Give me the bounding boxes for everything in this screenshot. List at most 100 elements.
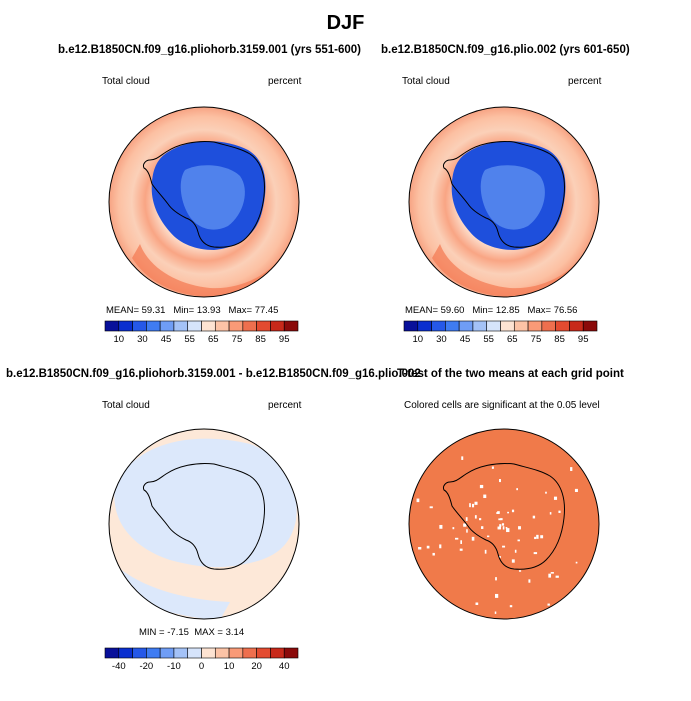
colorbar-swatch bbox=[256, 647, 271, 659]
panel1-mean: 59.31 bbox=[141, 305, 166, 316]
colorbar-tick-label: 30 bbox=[137, 334, 148, 345]
insignificant-cell bbox=[502, 545, 506, 548]
insignificant-cell bbox=[536, 534, 539, 539]
colorbar-swatch bbox=[159, 320, 175, 332]
insignificant-cell bbox=[555, 575, 559, 578]
colorbar-swatch bbox=[214, 647, 230, 659]
colorbar-swatch bbox=[173, 320, 189, 332]
colorbar-tick-label: 85 bbox=[255, 334, 266, 345]
colorbar-swatch bbox=[527, 320, 543, 332]
colorbar-tick-label: 30 bbox=[436, 334, 447, 345]
insignificant-cell bbox=[471, 536, 475, 541]
insignificant-cell bbox=[495, 577, 497, 581]
colorbar-swatch bbox=[187, 320, 202, 332]
colorbar-tick-label: 40 bbox=[279, 661, 290, 672]
panel1-map-border bbox=[108, 106, 300, 298]
colorbar-swatch bbox=[242, 320, 257, 332]
panel1-map bbox=[109, 107, 299, 297]
insignificant-cell bbox=[545, 491, 547, 494]
colorbar-swatch bbox=[431, 320, 446, 332]
main-title: DJF bbox=[326, 12, 365, 34]
insignificant-cell bbox=[499, 524, 502, 527]
colorbar-tick-label: 75 bbox=[232, 334, 243, 345]
panel2-plateau-cloud bbox=[480, 165, 545, 230]
insignificant-cell bbox=[459, 548, 463, 551]
colorbar-tick-label: -20 bbox=[139, 661, 153, 672]
panel4-insignificant-cells bbox=[416, 456, 578, 614]
insignificant-cell bbox=[498, 556, 501, 558]
colorbar-swatch bbox=[283, 320, 299, 332]
insignificant-cell bbox=[533, 552, 538, 555]
insignificant-cell bbox=[499, 479, 501, 483]
colorbar-tick-label: 45 bbox=[460, 334, 471, 345]
panel2-mean: 59.60 bbox=[440, 305, 465, 316]
insignificant-cell bbox=[465, 517, 468, 521]
panel1-variable-label: Total cloud bbox=[102, 76, 150, 87]
insignificant-cell bbox=[509, 605, 513, 608]
insignificant-cell bbox=[429, 506, 433, 509]
colorbar-swatch bbox=[242, 647, 257, 659]
colorbar-tick-label: 85 bbox=[554, 334, 565, 345]
insignificant-cell bbox=[516, 488, 518, 491]
insignificant-cell bbox=[548, 573, 552, 578]
colorbar-tick-label: 95 bbox=[279, 334, 290, 345]
colorbar-swatch bbox=[541, 320, 556, 332]
colorbar-swatch bbox=[256, 320, 271, 332]
panel1-min: 13.93 bbox=[196, 305, 221, 316]
colorbar-swatch bbox=[132, 647, 147, 659]
panel3-stats: MIN = -7.15 MAX = 3.14 bbox=[139, 627, 244, 638]
colorbar-tick-label: -40 bbox=[112, 661, 126, 672]
colorbar-swatch bbox=[118, 647, 133, 659]
panel2-max: 76.56 bbox=[553, 305, 578, 316]
insignificant-cell bbox=[497, 526, 501, 530]
insignificant-cell bbox=[432, 552, 435, 556]
insignificant-cell bbox=[575, 561, 578, 564]
panel4-coastline bbox=[443, 463, 565, 570]
colorbar-swatch bbox=[201, 320, 216, 332]
panel4-map-border bbox=[408, 428, 600, 620]
colorbar-tick-label: 10 bbox=[224, 661, 235, 672]
panel1-mean-label: MEAN= bbox=[106, 305, 139, 316]
insignificant-cell bbox=[466, 529, 468, 533]
insignificant-cell bbox=[550, 572, 554, 574]
panel1-colorbar: 10 30 45 55 65 75 85 95 bbox=[104, 320, 299, 345]
insignificant-cell bbox=[500, 518, 503, 521]
insignificant-cell bbox=[479, 484, 484, 489]
colorbar-swatch bbox=[458, 320, 474, 332]
panel4-subtitle: Colored cells are significant at the 0.0… bbox=[404, 400, 600, 411]
insignificant-cell bbox=[574, 488, 578, 492]
insignificant-cell bbox=[558, 510, 561, 513]
panel2-mean-label: MEAN= bbox=[405, 305, 438, 316]
panel2-min: 12.85 bbox=[495, 305, 520, 316]
insignificant-cell bbox=[426, 545, 430, 549]
panel2-units-label: percent bbox=[568, 76, 602, 87]
colorbar-swatch bbox=[445, 320, 460, 332]
colorbar-swatch bbox=[569, 320, 584, 332]
colorbar-swatch bbox=[146, 647, 161, 659]
insignificant-cell bbox=[505, 527, 508, 529]
insignificant-cell bbox=[547, 603, 550, 606]
colorbar-tick-label: 55 bbox=[483, 334, 494, 345]
colorbar-swatch bbox=[187, 647, 202, 659]
colorbar-swatch bbox=[132, 320, 147, 332]
colorbar-tick-label: 65 bbox=[507, 334, 518, 345]
insignificant-cell bbox=[439, 524, 443, 529]
insignificant-cell bbox=[507, 511, 509, 514]
colorbar-swatch bbox=[500, 320, 515, 332]
colorbar-swatch bbox=[472, 320, 488, 332]
insignificant-cell bbox=[475, 602, 479, 605]
panel3-map-border bbox=[108, 428, 300, 620]
insignificant-cell bbox=[496, 512, 500, 515]
colorbar-tick-label: 65 bbox=[208, 334, 219, 345]
colorbar-swatch bbox=[417, 320, 432, 332]
insignificant-cell bbox=[540, 535, 544, 539]
colorbar-tick-label: 20 bbox=[251, 661, 262, 672]
insignificant-cell bbox=[484, 549, 487, 554]
insignificant-cell bbox=[534, 536, 537, 540]
colorbar-swatch bbox=[555, 320, 570, 332]
colorbar-swatch bbox=[214, 320, 230, 332]
panel1-units-label: percent bbox=[268, 76, 302, 87]
insignificant-cell bbox=[481, 526, 484, 529]
colorbar-swatch bbox=[270, 647, 285, 659]
